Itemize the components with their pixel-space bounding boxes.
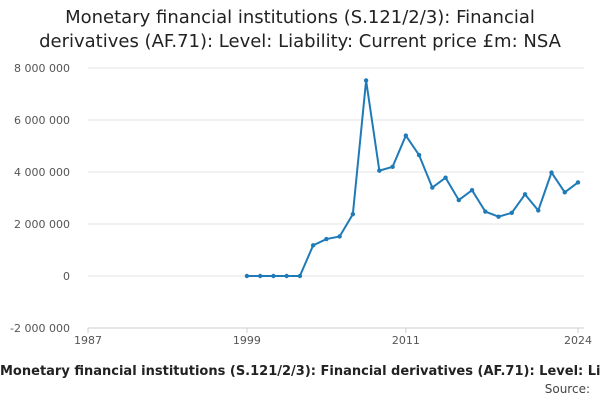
data-point[interactable] <box>310 243 316 248</box>
x-tick-label: 1987 <box>74 334 102 347</box>
series-layer <box>244 78 581 279</box>
data-point[interactable] <box>363 78 369 83</box>
data-point[interactable] <box>443 175 448 180</box>
series-line <box>246 80 579 277</box>
data-point[interactable] <box>456 197 462 203</box>
data-point[interactable] <box>257 273 263 279</box>
data-point[interactable] <box>496 214 501 219</box>
data-point[interactable] <box>244 273 250 279</box>
data-point[interactable] <box>403 133 409 138</box>
data-point[interactable] <box>509 210 514 216</box>
y-tick-label: 8 000 000 <box>14 62 70 75</box>
x-tick-label: 1999 <box>233 334 261 347</box>
axis-layer: -2 000 000 0 2 000 000 4 000 000 6 000 000 8 … <box>10 62 592 347</box>
data-point[interactable] <box>350 211 356 217</box>
legend-series-label: Monetary financial institutions (S.121/2… <box>0 364 600 379</box>
chart-title: Monetary financial institutions (S.121/2… <box>0 6 600 54</box>
data-point[interactable] <box>483 209 488 214</box>
data-point[interactable] <box>536 208 541 213</box>
data-point[interactable] <box>522 192 528 197</box>
y-tick-label: 4 000 000 <box>14 166 70 179</box>
y-tick-label: 6 000 000 <box>14 114 70 127</box>
data-point[interactable] <box>416 152 422 158</box>
data-point[interactable] <box>377 168 382 173</box>
data-point[interactable] <box>549 170 554 175</box>
data-point[interactable] <box>284 273 289 279</box>
data-point[interactable] <box>297 273 303 279</box>
data-point[interactable] <box>337 234 342 239</box>
chart-title-line-1: Monetary financial institutions (S.121/2… <box>65 7 535 28</box>
data-point[interactable] <box>271 273 276 279</box>
chart-title-line-2: derivatives (AF.71): Level: Liability: C… <box>39 31 561 52</box>
data-point[interactable] <box>324 236 329 242</box>
data-point[interactable] <box>469 188 475 193</box>
source-label: Source: <box>544 382 590 396</box>
y-tick-label: 0 <box>63 270 70 283</box>
data-point[interactable] <box>575 180 581 185</box>
x-tick-label: 2024 <box>564 334 592 347</box>
data-point[interactable] <box>430 185 435 190</box>
x-tick-label: 2011 <box>392 334 420 347</box>
grid-layer <box>88 67 584 329</box>
data-point[interactable] <box>562 190 567 195</box>
y-tick-label: 2 000 000 <box>14 218 70 231</box>
y-tick-label: -2 000 000 <box>10 322 70 335</box>
data-point[interactable] <box>390 164 395 169</box>
